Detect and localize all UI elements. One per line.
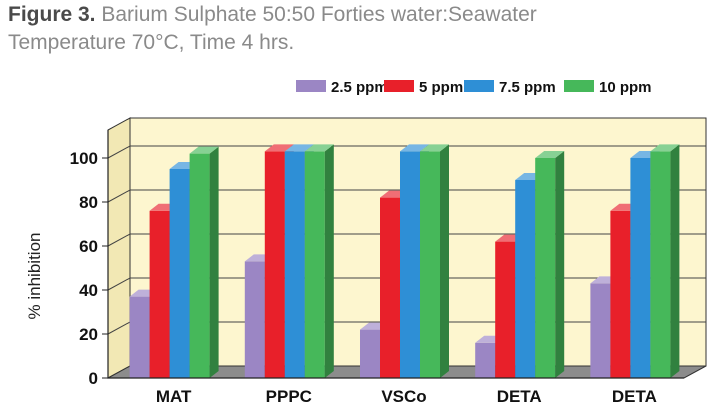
legend-label: 2.5 ppm (331, 79, 388, 96)
bar-front (475, 342, 496, 378)
chart-legend: 2.5 ppm 5 ppm 7.5 ppm 10 ppm (296, 79, 652, 96)
legend-item: 5 ppm (384, 79, 463, 96)
bar-front (169, 169, 190, 378)
bar-front (284, 151, 305, 378)
bar-front (149, 210, 170, 378)
x-tick-label: DETA (497, 387, 542, 405)
bar-front (244, 261, 265, 378)
y-gridline (107, 145, 706, 159)
figure-label: Figure 3. (8, 3, 96, 26)
y-tick-label: 60 (79, 237, 98, 256)
bar-top (535, 151, 565, 158)
bar-side (440, 144, 449, 378)
y-axis-label: % inhibition (25, 233, 44, 320)
bar-front (129, 296, 150, 378)
legend-swatch (564, 80, 594, 92)
bar (535, 151, 565, 378)
bar (189, 146, 219, 378)
y-tick-label: 80 (79, 193, 98, 212)
bar (304, 144, 334, 378)
legend-swatch (464, 80, 494, 92)
bar-side (209, 146, 219, 378)
bar-front (535, 158, 556, 378)
legend-item: 2.5 ppm (296, 79, 388, 96)
bar-front (420, 151, 440, 378)
legend-item: 7.5 ppm (464, 79, 556, 96)
bar-side (324, 144, 334, 378)
bar-front (650, 151, 671, 378)
bar-top (420, 144, 449, 152)
bar-front (380, 197, 400, 378)
y-tick-label: 0 (89, 369, 98, 388)
x-tick-label: PPPC (266, 387, 312, 405)
y-gridline (107, 233, 706, 247)
y-tick-label: 20 (79, 325, 98, 344)
bar-side (670, 144, 680, 378)
bar-front (590, 283, 611, 378)
y-tick-label: 40 (79, 281, 98, 300)
x-tick-label: DETA (612, 387, 657, 405)
legend-label: 7.5 ppm (499, 79, 556, 96)
bar-top (650, 144, 680, 152)
bar (650, 144, 680, 378)
bar-front (495, 241, 516, 378)
legend-swatch (296, 80, 326, 92)
bar-top (400, 144, 429, 152)
figure-title-text: Barium Sulphate 50:50 Forties water:Seaw… (101, 3, 537, 26)
bar-side (555, 151, 565, 378)
y-gridline (107, 189, 706, 203)
y-tick-label: 100 (70, 149, 98, 168)
bar-top (304, 144, 334, 152)
bar (420, 144, 449, 378)
legend-item: 10 ppm (564, 79, 652, 96)
figure-subtitle: Temperature 70°C, Time 4 hrs. (8, 31, 295, 54)
bar-front (360, 329, 380, 378)
chart-axes: 0 20 40 60 80 100 % inhibition MAT PPPC VSCo DETA D… (25, 130, 684, 405)
legend-label: 10 ppm (599, 79, 652, 96)
x-tick-label: VSCo (381, 387, 426, 405)
bar-front (304, 151, 325, 378)
bar-front (400, 151, 420, 378)
bar-front (630, 158, 651, 378)
bar-top (189, 146, 219, 154)
chart-side-wall (107, 117, 131, 379)
chart-bars (129, 144, 680, 378)
bar-top (264, 144, 294, 152)
bar-front (515, 180, 536, 378)
bar-front (264, 151, 285, 378)
legend-label: 5 ppm (419, 79, 463, 96)
figure-title: Figure 3. Barium Sulphate 50:50 Forties … (8, 2, 537, 28)
legend-swatch (384, 80, 414, 92)
bar-front (189, 153, 210, 378)
bar-front (610, 210, 631, 378)
x-tick-label: MAT (156, 387, 192, 405)
bar-top (284, 144, 314, 152)
